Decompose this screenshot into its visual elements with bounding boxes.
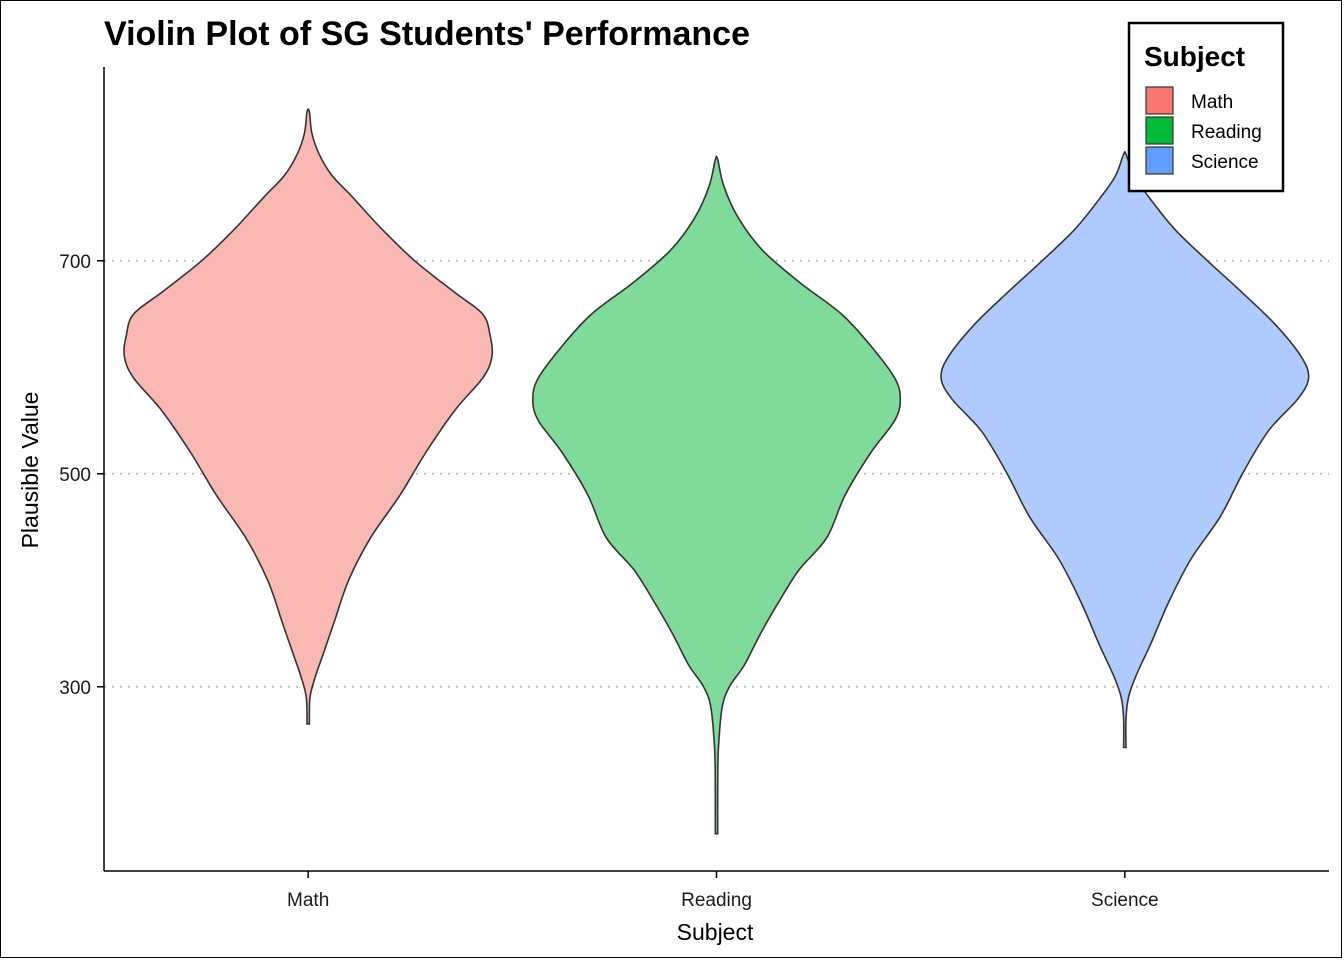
legend-key-science bbox=[1145, 146, 1174, 175]
chart-title: Violin Plot of SG Students' Performance bbox=[104, 15, 750, 53]
y-axis-label: Plausible Value bbox=[17, 392, 43, 549]
legend: Subject Math Reading Science bbox=[1127, 21, 1285, 193]
x-tick-label-science: Science bbox=[1091, 890, 1159, 911]
x-tick-label-math: Math bbox=[287, 890, 329, 911]
y-ticks: 300 500 700 bbox=[59, 252, 104, 699]
x-axis-label: Subject bbox=[677, 919, 754, 945]
legend-key-reading bbox=[1145, 116, 1174, 145]
violin-science bbox=[940, 150, 1310, 749]
legend-items: Math Reading Science bbox=[1145, 86, 1262, 175]
violin-math bbox=[123, 108, 494, 725]
legend-title: Subject bbox=[1144, 41, 1245, 72]
x-ticks: Math Reading Science bbox=[287, 871, 1159, 911]
legend-key-math bbox=[1145, 86, 1174, 115]
y-tick-label-500: 500 bbox=[59, 465, 91, 486]
y-tick-label-700: 700 bbox=[59, 252, 91, 273]
x-tick-label-reading: Reading bbox=[681, 890, 752, 911]
violins bbox=[123, 108, 1310, 835]
legend-label-science: Science bbox=[1191, 152, 1259, 173]
legend-label-math: Math bbox=[1191, 92, 1233, 113]
violin-reading bbox=[531, 155, 902, 835]
legend-label-reading: Reading bbox=[1191, 122, 1262, 143]
y-tick-label-300: 300 bbox=[59, 678, 91, 699]
